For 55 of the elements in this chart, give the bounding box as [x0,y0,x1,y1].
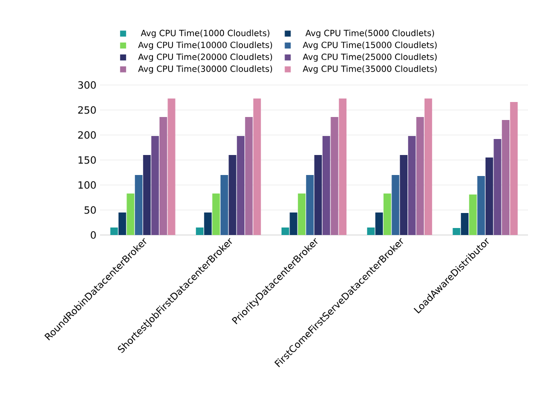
bar [424,98,432,235]
bar [110,228,118,235]
bar [460,213,469,235]
bar [253,98,261,235]
legend-label: Avg CPU Time(10000 Cloudlets) [138,42,272,50]
bar [245,117,253,235]
bar [220,175,228,235]
bar [408,136,416,235]
bar [290,212,298,235]
bar [282,228,290,235]
bar [196,228,204,235]
bar [416,117,424,235]
bar [400,155,408,235]
bar [126,194,134,235]
bar [510,102,518,235]
bar [375,212,383,235]
bar [384,194,392,235]
bar [502,120,510,235]
bar [338,98,346,235]
legend-label: Avg CPU Time(20000 Cloudlets) [138,53,272,62]
y-tick-label: 200 [78,131,96,139]
y-tick-label: 250 [78,106,96,114]
bar [212,194,220,235]
legend-label: Avg CPU Time(35000 Cloudlets) [302,65,437,74]
bar [168,98,176,235]
bar [134,175,142,235]
bar [204,212,212,235]
bar [367,228,375,235]
bar [494,139,502,235]
bar [477,176,485,235]
bar [143,155,151,235]
bar [469,194,477,235]
legend-label: Avg CPU Time(30000 Cloudlets) [138,65,272,74]
bar [486,158,494,235]
bar [159,117,168,235]
bar [314,155,322,235]
y-tick-label: 50 [84,206,96,214]
bar [228,155,236,235]
y-tick-label: 0 [90,231,96,239]
y-tick-label: 100 [78,181,96,189]
bar [298,194,306,235]
bar [151,136,159,235]
bar [306,175,314,235]
bar [322,136,330,235]
bar [330,117,338,235]
y-tick-label: 150 [78,156,96,164]
y-tick-label: 300 [78,81,96,89]
legend-label: Avg CPU Time(5000 Cloudlets) [305,30,434,38]
legend-label: Avg CPU Time(1000 Cloudlets) [140,30,270,38]
legend-label: Avg CPU Time(15000 Cloudlets) [302,42,437,50]
bar [392,175,400,235]
bar [118,212,126,235]
bar [452,228,460,235]
legend-label: Avg CPU Time(25000 Cloudlets) [302,53,437,62]
bar [236,136,244,235]
